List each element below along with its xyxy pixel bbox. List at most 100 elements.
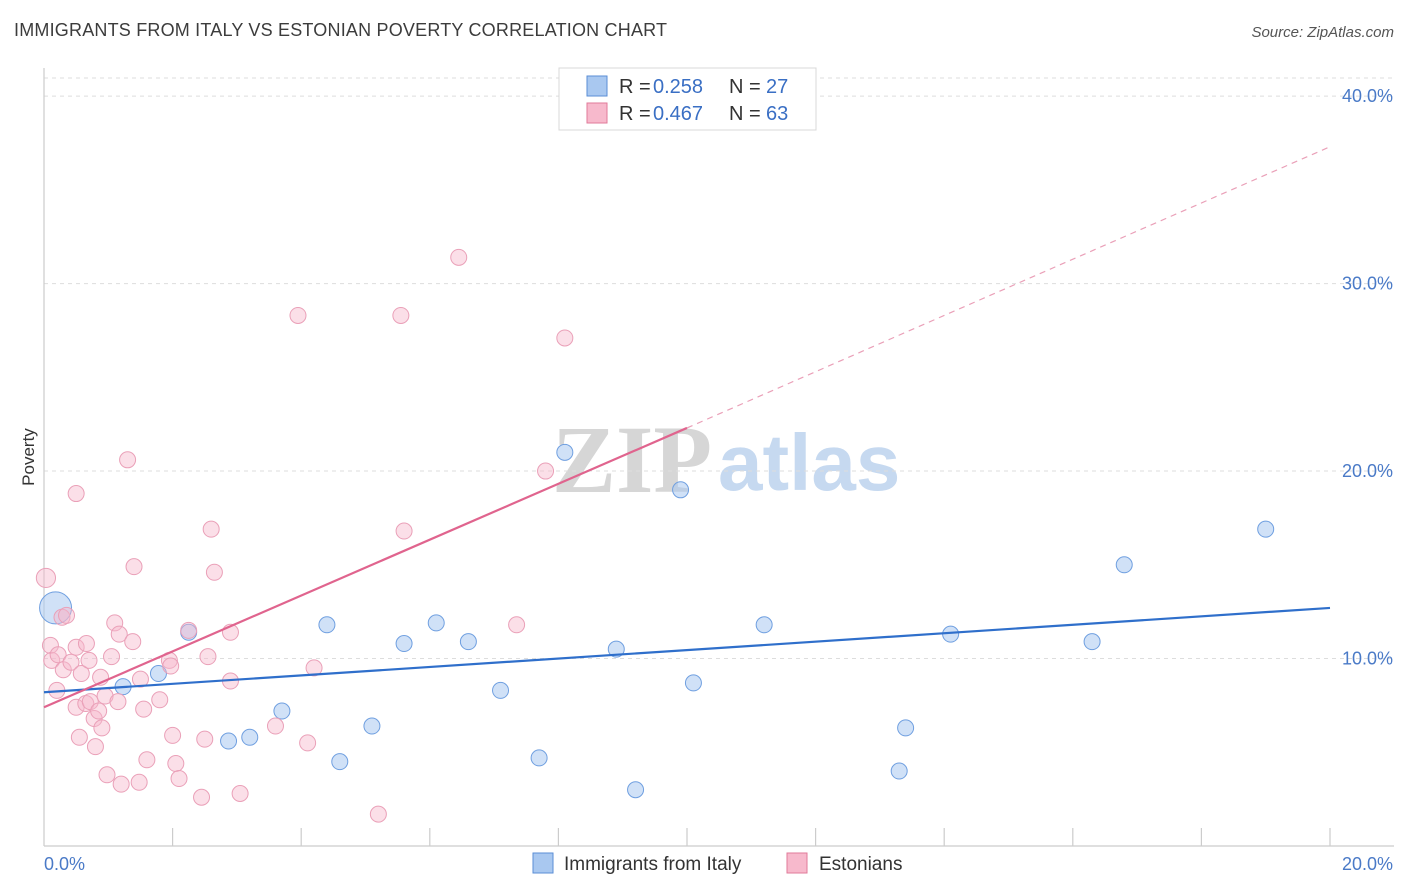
estonians-point-25 — [103, 648, 121, 666]
estonians-point-39 — [162, 657, 180, 675]
italy-point-16 — [607, 640, 625, 658]
bottom-legend-label-estonians: Estonians — [819, 854, 902, 875]
estonians-point-62 — [556, 329, 574, 347]
italy-point-5 — [241, 728, 259, 746]
watermark-zip: ZIP — [552, 406, 712, 513]
italy-point-13 — [492, 681, 510, 699]
y-tick-label-2: 30.0% — [1342, 274, 1393, 294]
correlation-legend: R = 0.258 N = 27 R = 0.467 N = 63 — [558, 67, 817, 131]
estonians-point-58 — [395, 522, 413, 540]
estonians-point-20 — [90, 702, 108, 720]
estonians-point-56 — [369, 805, 387, 823]
x-tick-labels: 0.0% 20.0% — [44, 854, 1393, 874]
estonians-point-54 — [299, 734, 317, 752]
legend-r-value-italy: 0.258 — [653, 76, 703, 98]
estonians-point-42 — [170, 770, 188, 788]
estonians-point-34 — [131, 670, 149, 688]
estonians-point-41 — [167, 755, 185, 773]
y-tick-label-1: 20.0% — [1342, 461, 1393, 481]
bottom-legend-label-italy: Immigrants from Italy — [564, 854, 742, 875]
estonians-point-27 — [109, 693, 127, 711]
estonians-point-57 — [392, 306, 410, 324]
trend-lines — [43, 146, 1331, 709]
estonians-point-22 — [93, 719, 111, 737]
y-axis-label: Poverty — [19, 428, 38, 486]
legend-r-label-italy: R = — [619, 76, 651, 98]
estonians-point-61 — [537, 462, 555, 480]
data-points — [35, 248, 1275, 823]
legend-n-label-italy: N = — [729, 76, 761, 98]
estonians-point-55 — [305, 659, 323, 677]
italy-point-25 — [1115, 556, 1133, 574]
italy-point-21 — [897, 719, 915, 737]
y-tick-label-0: 10.0% — [1342, 649, 1393, 669]
estonians-point-33 — [130, 773, 148, 791]
estonians-point-51 — [231, 785, 249, 803]
italy-point-10 — [395, 635, 413, 653]
watermark: ZIP atlas — [552, 406, 900, 513]
estonians-point-7 — [58, 606, 76, 624]
estonians-point-60 — [508, 616, 526, 634]
estonians-point-32 — [125, 558, 143, 576]
estonians-point-19 — [86, 738, 104, 756]
italy-point-20 — [755, 616, 773, 634]
gridlines — [44, 77, 1394, 660]
estonians-point-11 — [67, 485, 85, 503]
x-axis-ticks — [172, 828, 1331, 846]
italy-point-18 — [672, 481, 690, 499]
estonians-point-10 — [67, 638, 85, 656]
estonians-point-13 — [72, 665, 90, 683]
estonians-point-36 — [138, 751, 156, 769]
italy-point-6 — [273, 702, 291, 720]
estonians-point-4 — [49, 646, 67, 664]
italy-trend-line — [43, 606, 1331, 694]
estonians-point-37 — [151, 691, 169, 709]
italy-point-15 — [556, 443, 574, 461]
italy-point-17 — [627, 781, 645, 799]
bottom-legend-swatch-estonians — [786, 852, 808, 874]
estonians-trend-line — [43, 426, 688, 709]
legend-n-label-estonians: N = — [729, 103, 761, 125]
estonians-point-2 — [43, 651, 61, 669]
italy-point-2 — [149, 665, 167, 683]
legend-r-value-estonians: 0.467 — [653, 103, 703, 125]
estonians-point-46 — [199, 648, 217, 666]
bottom-legend-swatch-italy — [532, 852, 554, 874]
estonians-point-29 — [112, 775, 130, 793]
estonians-point-31 — [124, 633, 142, 651]
x-tick-label-1: 20.0% — [1342, 854, 1393, 874]
estonians-point-26 — [106, 614, 124, 632]
y-tick-labels: 10.0% 20.0% 30.0% 40.0% — [1342, 86, 1393, 668]
italy-point-19 — [684, 674, 702, 692]
italy-point-12 — [459, 633, 477, 651]
italy-point-24 — [1083, 633, 1101, 651]
estonians-point-40 — [164, 726, 182, 744]
italy-point-22 — [890, 762, 908, 780]
x-tick-label-0: 0.0% — [44, 854, 85, 874]
estonians-point-35 — [135, 700, 153, 718]
legend-r-label-estonians: R = — [619, 103, 651, 125]
estonians-point-44 — [193, 788, 211, 806]
estonians-point-59 — [450, 248, 468, 266]
italy-point-14 — [530, 749, 548, 767]
italy-point-0 — [39, 591, 73, 625]
estonians-point-48 — [205, 563, 223, 581]
estonians-point-45 — [196, 730, 214, 748]
italy-point-26 — [1257, 520, 1275, 538]
estonians-point-30 — [119, 451, 137, 469]
estonians-point-53 — [289, 306, 307, 324]
italy-point-11 — [427, 614, 445, 632]
legend-n-value-estonians: 63 — [766, 103, 788, 125]
watermark-atlas: atlas — [718, 418, 900, 507]
legend-swatch-italy — [586, 75, 608, 97]
estonians-point-16 — [80, 651, 98, 669]
italy-point-7 — [318, 616, 336, 634]
estonians-point-15 — [77, 635, 95, 653]
estonians-point-24 — [98, 766, 116, 784]
estonians-point-43 — [180, 621, 198, 639]
estonians-point-0 — [35, 567, 57, 589]
series-legend: Immigrants from Italy Estonians — [532, 852, 902, 875]
estonians-point-52 — [266, 717, 284, 735]
legend-swatch-estonians — [586, 102, 608, 124]
